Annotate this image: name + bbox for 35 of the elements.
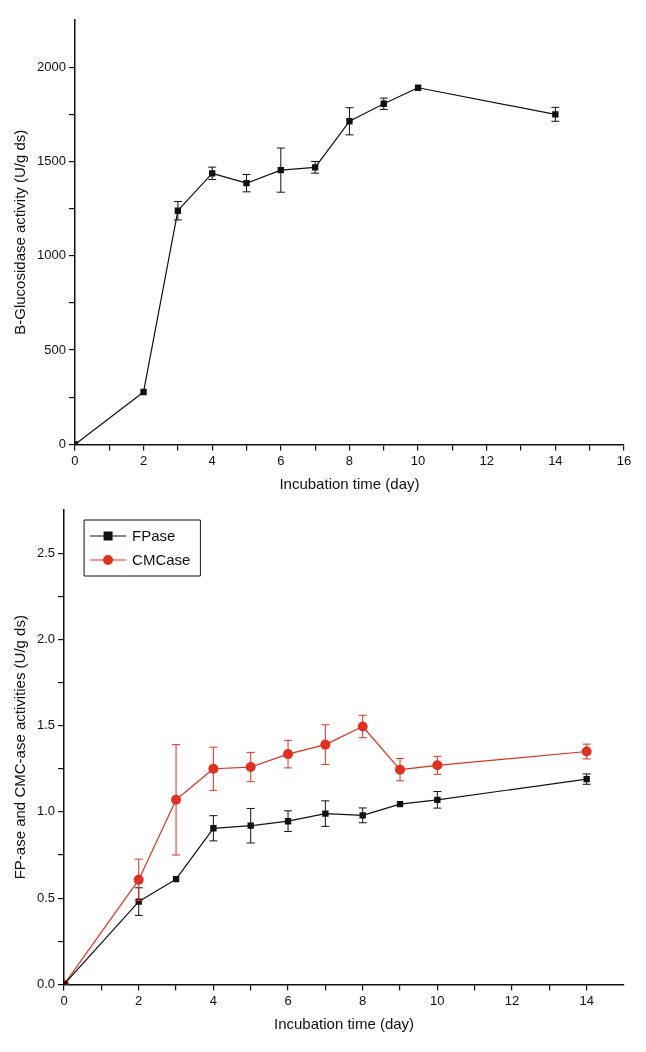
x-tick-label: 16 bbox=[616, 452, 632, 468]
legend-label: CMCase bbox=[132, 551, 191, 569]
y-tick-label: 1.0 bbox=[36, 803, 56, 819]
x-tick-label: 14 bbox=[579, 992, 594, 1008]
x-tick-label: 12 bbox=[504, 992, 520, 1008]
y-tick-label: 2.5 bbox=[36, 544, 56, 560]
y-tick-label: 500 bbox=[44, 341, 66, 357]
y-tick-label: 0.0 bbox=[36, 975, 56, 991]
y-tick-label: 0 bbox=[58, 435, 66, 451]
x-tick-label: 4 bbox=[208, 452, 216, 468]
x-axis-title: Incubation time (day) bbox=[279, 475, 420, 493]
y-axis-title: FP-ase and CMC-ase activities (U/g ds) bbox=[11, 615, 29, 880]
legend-label: FPase bbox=[132, 527, 176, 545]
x-tick-label: 4 bbox=[209, 992, 217, 1008]
x-tick-label: 12 bbox=[479, 452, 494, 468]
x-tick-label: 6 bbox=[277, 452, 285, 468]
x-axis-title: Incubation time (day) bbox=[274, 1015, 415, 1033]
y-tick-label: 1.5 bbox=[36, 717, 56, 733]
point bbox=[322, 810, 329, 817]
y-tick-label: 1000 bbox=[37, 247, 66, 263]
x-tick-label: 14 bbox=[548, 452, 563, 468]
x-tick-label: 2 bbox=[135, 992, 143, 1008]
y-tick-label: 1500 bbox=[37, 153, 66, 169]
x-tick-label: 10 bbox=[410, 452, 426, 468]
y-axis-title: B-Glucosidase activity (U/g ds) bbox=[11, 129, 29, 335]
x-tick-label: 0 bbox=[71, 452, 79, 468]
x-tick-label: 8 bbox=[345, 452, 354, 468]
x-tick-label: 10 bbox=[430, 992, 445, 1008]
x-tick-label: 2 bbox=[139, 452, 148, 468]
y-tick-label: 2.0 bbox=[36, 630, 56, 646]
x-tick-label: 8 bbox=[359, 992, 367, 1008]
y-tick-label: 0.5 bbox=[36, 889, 56, 905]
point bbox=[140, 388, 147, 396]
y-tick-label: 2000 bbox=[37, 58, 66, 74]
x-tick-label: 6 bbox=[284, 992, 292, 1008]
